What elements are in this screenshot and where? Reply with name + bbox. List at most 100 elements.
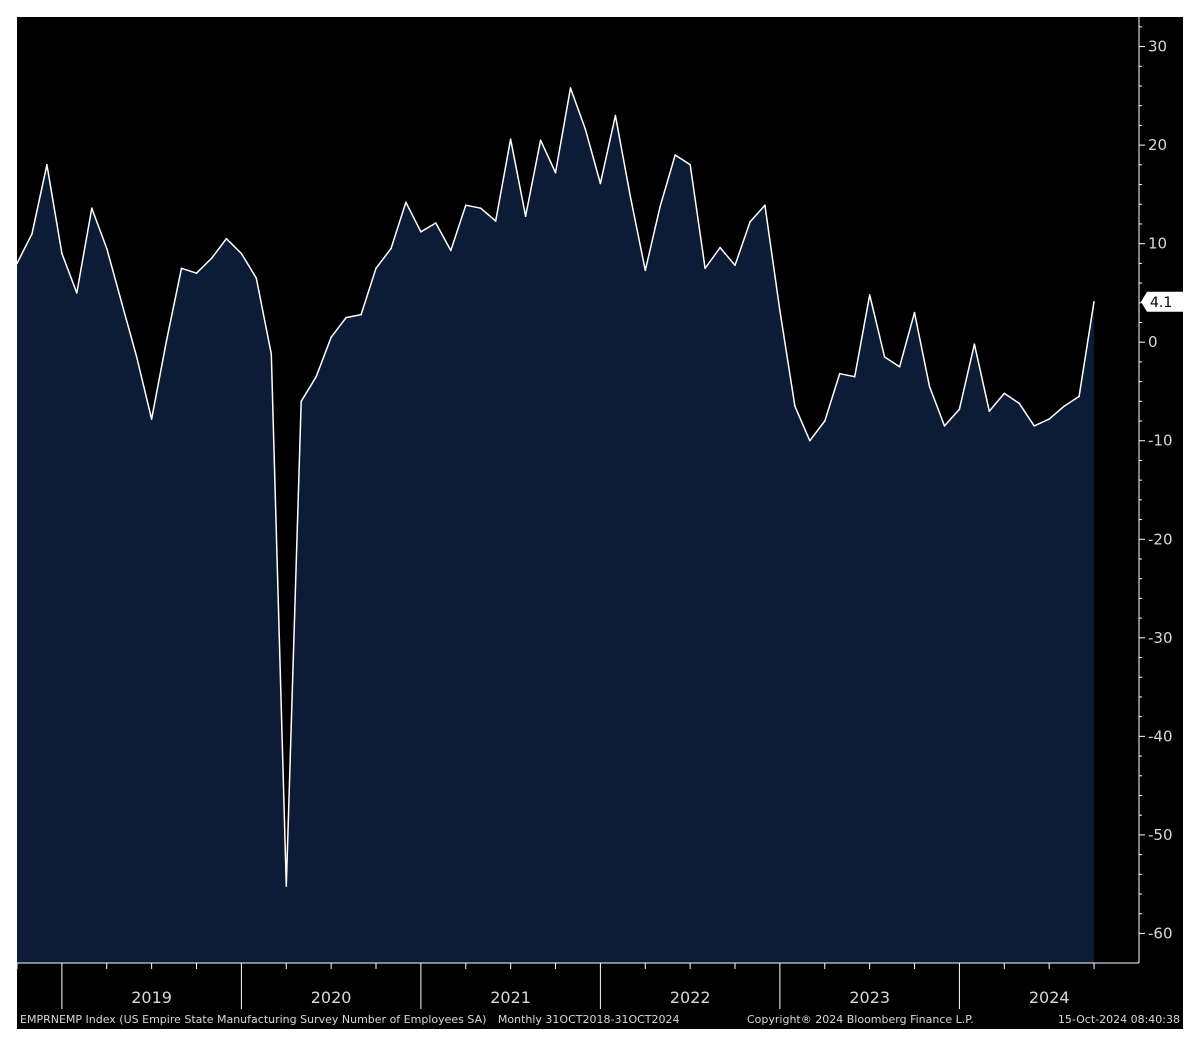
data-point-2024-09 <box>1078 395 1080 398</box>
data-point-2018-12 <box>46 164 48 166</box>
y-axis <box>17 17 1140 964</box>
data-point-2019-06 <box>135 356 138 358</box>
data-point-2019-12 <box>225 237 228 240</box>
data-point-2021-05 <box>479 207 482 209</box>
data-point-2022-08 <box>704 267 706 270</box>
data-point-2023-09 <box>898 366 901 368</box>
footer-ticker: EMPRNEMP Index (US Empire State Manufact… <box>20 1013 680 1026</box>
data-point-2021-02 <box>435 222 437 224</box>
data-point-2023-04 <box>824 420 826 422</box>
data-point-2020-12 <box>405 201 407 204</box>
data-point-2020-01 <box>240 252 243 255</box>
data-point-2024-04 <box>1003 392 1006 395</box>
data-point-2022-12 <box>764 204 766 206</box>
y-tick-label: -30 <box>1148 629 1173 647</box>
data-point-2021-08 <box>524 215 527 217</box>
data-point-2019-07 <box>150 418 153 420</box>
data-point-2021-06 <box>494 220 497 222</box>
data-point-2022-11 <box>749 221 751 223</box>
data-point-2020-05 <box>300 400 303 403</box>
data-point-2022-03 <box>629 195 632 198</box>
y-tick-label: 0 <box>1148 333 1158 351</box>
x-ticks: 2019 2020 2021 2022 2023 2024 <box>17 963 1095 1009</box>
data-point-2022-05 <box>659 205 661 207</box>
y-tick-label: 30 <box>1148 38 1167 56</box>
x-year-label-2021: 2021 <box>490 988 531 1007</box>
y-tick-label: 20 <box>1148 136 1167 154</box>
y-tick-label: -20 <box>1148 530 1173 548</box>
data-point-2020-04 <box>285 885 288 887</box>
data-point-2021-09 <box>539 139 542 141</box>
data-point-2023-07 <box>868 294 871 296</box>
data-point-2024-01 <box>958 408 961 411</box>
data-point-2024-05 <box>1018 402 1020 405</box>
data-point-2020-10 <box>375 267 377 270</box>
data-point-2024-02 <box>973 343 976 346</box>
last-value-flag <box>1141 291 1183 312</box>
data-point-2019-04 <box>106 247 108 250</box>
data-point-2024-08 <box>1063 405 1065 408</box>
data-point-2022-02 <box>614 114 617 117</box>
data-point-2020-09 <box>360 313 362 316</box>
data-point-2020-08 <box>345 316 347 319</box>
data-point-2019-05 <box>120 302 123 304</box>
data-point-2019-10 <box>195 272 198 274</box>
data-point-2019-03 <box>91 207 93 209</box>
y-tick-label: -10 <box>1148 432 1173 450</box>
x-year-label-2022: 2022 <box>670 988 711 1007</box>
data-point-2019-09 <box>180 267 183 270</box>
data-point-2024-10 <box>1093 301 1095 303</box>
chart-frame: 30 20 10 0 -10 -20 -30 -40 -50 -60 2019 2020 2021 20… <box>17 17 1183 1029</box>
data-point-2023-11 <box>928 385 931 388</box>
data-point-2023-05 <box>838 372 841 375</box>
data-point-2023-12 <box>943 425 946 427</box>
y-tick-label: -50 <box>1148 826 1173 844</box>
x-year-label-2024: 2024 <box>1029 988 1070 1007</box>
data-point-2021-07 <box>509 138 512 140</box>
footer-timestamp: 15-Oct-2024 08:40:38 <box>1058 1013 1180 1026</box>
area-layer <box>17 87 1095 963</box>
x-year-label-2023: 2023 <box>849 988 890 1007</box>
area-fill <box>17 88 1094 963</box>
data-point-2019-08 <box>165 339 168 342</box>
data-point-2020-03 <box>270 353 273 355</box>
data-point-2024-03 <box>988 410 991 413</box>
data-point-2023-03 <box>809 439 811 442</box>
data-point-2023-10 <box>913 311 916 314</box>
data-point-2021-10 <box>554 171 557 174</box>
last-value-label: 4.1 <box>1150 295 1172 311</box>
data-point-2023-02 <box>794 405 796 408</box>
y-tick-label: -40 <box>1148 727 1173 745</box>
data-point-2021-04 <box>465 204 467 206</box>
data-point-2023-01 <box>779 309 781 312</box>
data-point-2020-06 <box>315 375 318 378</box>
data-point-2019-11 <box>210 257 213 260</box>
data-point-2021-11 <box>569 87 572 89</box>
data-point-2022-04 <box>644 269 647 272</box>
footer-ticker-text: EMPRNEMP Index (US Empire State Manufact… <box>20 1013 486 1026</box>
data-point-2020-02 <box>255 277 258 279</box>
y-tick-label: -60 <box>1148 924 1173 942</box>
data-point-2019-01 <box>61 252 63 255</box>
last-value-marker: 4.1 <box>1141 291 1183 312</box>
x-year-label-2019: 2019 <box>131 988 172 1007</box>
y-ticks: 30 20 10 0 -10 -20 -30 -40 -50 -60 <box>1139 26 1173 942</box>
data-point-2022-10 <box>734 264 736 267</box>
data-point-2021-01 <box>420 231 422 233</box>
y-tick-label: 10 <box>1148 235 1167 253</box>
footer-frequency-text: Monthly 31OCT2018-31OCT2024 <box>498 1013 680 1026</box>
data-point-2024-06 <box>1033 425 1035 427</box>
data-point-2020-11 <box>390 247 392 250</box>
data-point-2023-06 <box>853 375 856 378</box>
data-point-2018-10 <box>17 262 18 265</box>
data-point-2022-07 <box>689 164 691 166</box>
data-point-2020-07 <box>330 336 332 339</box>
data-point-2024-07 <box>1048 418 1050 420</box>
data-point-2022-01 <box>599 182 602 185</box>
data-point-2022-09 <box>719 246 721 249</box>
data-point-2019-02 <box>76 292 78 294</box>
x-year-label-2020: 2020 <box>311 988 352 1007</box>
footer-copyright: Copyright® 2024 Bloomberg Finance L.P. <box>747 1013 974 1026</box>
data-point-2022-06 <box>674 154 676 156</box>
